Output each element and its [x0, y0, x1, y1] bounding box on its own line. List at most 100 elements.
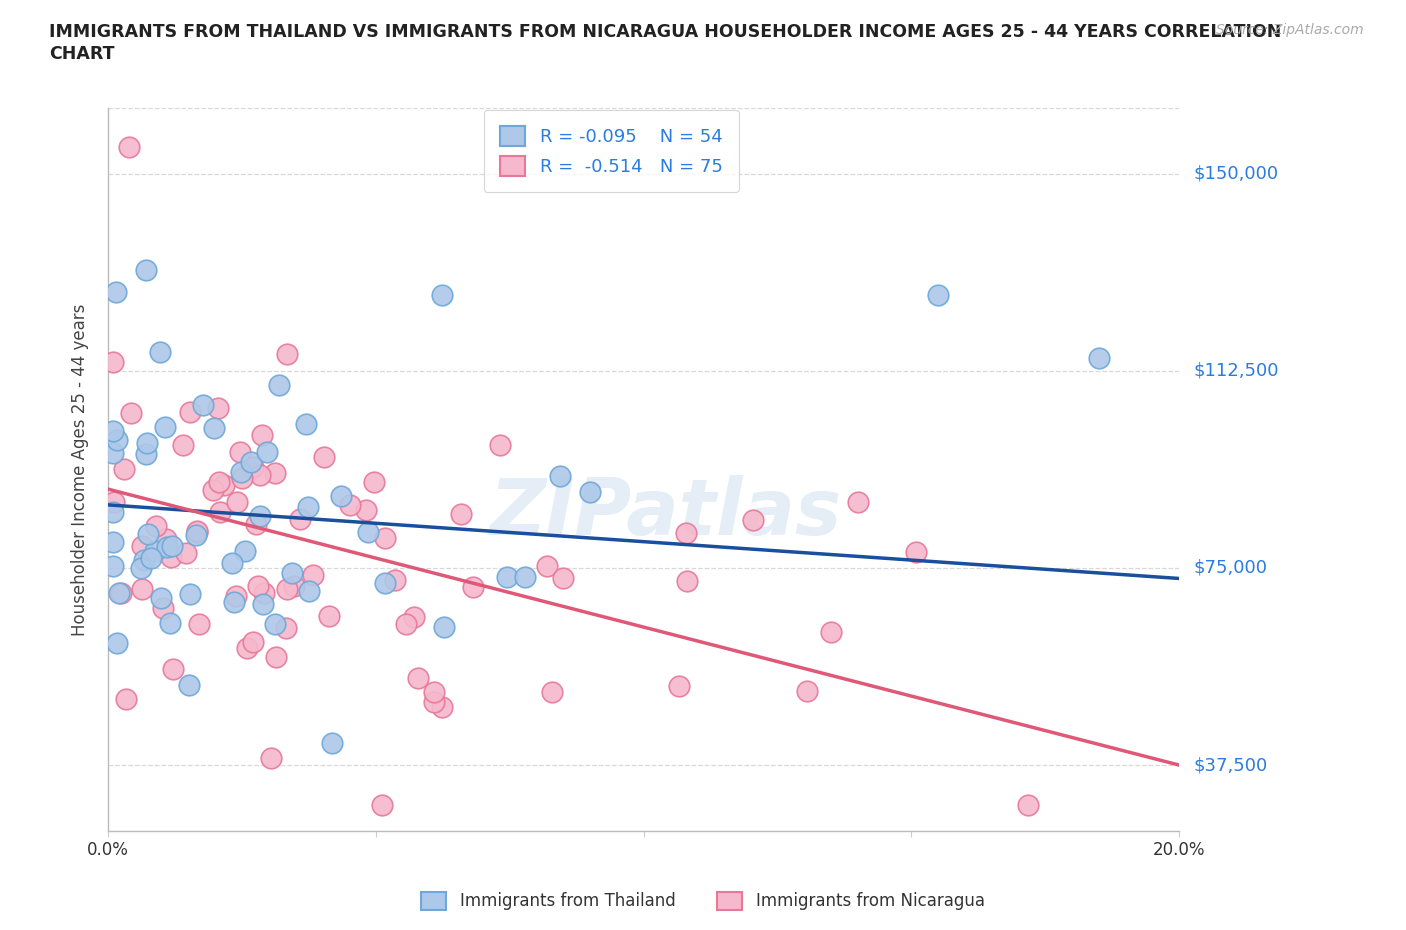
Point [187, 617, 209, 631]
Point [329, 488, 352, 503]
Point [249, 508, 271, 523]
Point [245, 516, 267, 531]
Point [302, 567, 325, 582]
Point [276, 581, 298, 596]
Point [551, 571, 574, 586]
Point [676, 574, 699, 589]
Text: IMMIGRANTS FROM THAILAND VS IMMIGRANTS FROM NICARAGUA HOUSEHOLDER INCOME AGES 25: IMMIGRANTS FROM THAILAND VS IMMIGRANTS F… [49, 23, 1282, 41]
Point [489, 438, 512, 453]
Text: $112,500: $112,500 [1194, 362, 1278, 379]
Point [186, 525, 208, 539]
Point [145, 543, 167, 558]
Point [548, 469, 571, 484]
Point [209, 505, 232, 520]
Point [103, 445, 125, 460]
Point [513, 569, 536, 584]
Point [229, 445, 252, 459]
Point [160, 550, 183, 565]
Point [235, 543, 257, 558]
Point [103, 354, 125, 369]
Point [236, 640, 259, 655]
Point [110, 586, 132, 601]
Point [1088, 351, 1111, 365]
Point [103, 424, 125, 439]
Point [131, 581, 153, 596]
Point [288, 512, 311, 526]
Point [103, 504, 125, 519]
Point [422, 695, 444, 710]
Text: $37,500: $37,500 [1194, 756, 1267, 774]
Point [297, 499, 319, 514]
Point [1017, 797, 1039, 812]
Point [184, 527, 207, 542]
Point [107, 586, 129, 601]
Point [395, 617, 418, 631]
Point [136, 435, 159, 450]
Point [129, 561, 152, 576]
Point [162, 662, 184, 677]
Point [107, 635, 129, 650]
Legend: R = -0.095    N = 54, R =  -0.514   N = 75: R = -0.095 N = 54, R = -0.514 N = 75 [484, 110, 740, 192]
Y-axis label: Householder Income Ages 25 - 44 years: Householder Income Ages 25 - 44 years [72, 303, 89, 635]
Point [432, 287, 454, 302]
Point [371, 797, 394, 812]
Point [226, 494, 249, 509]
Point [152, 601, 174, 616]
Point [131, 538, 153, 553]
Point [212, 478, 235, 493]
Point [160, 538, 183, 553]
Point [120, 405, 142, 420]
Point [904, 545, 927, 560]
Point [354, 502, 377, 517]
Point [276, 346, 298, 361]
Point [103, 535, 125, 550]
Text: ZIPatlas: ZIPatlas [489, 474, 841, 551]
Point [276, 620, 298, 635]
Point [149, 591, 172, 605]
Point [153, 419, 176, 434]
Point [221, 556, 243, 571]
Point [208, 474, 231, 489]
Point [264, 650, 287, 665]
Point [264, 465, 287, 480]
Point [135, 262, 157, 277]
Point [668, 679, 690, 694]
Point [105, 284, 128, 299]
Point [207, 401, 229, 416]
Point [225, 589, 247, 604]
Point [295, 417, 318, 432]
Point [281, 565, 304, 580]
Text: $150,000: $150,000 [1194, 165, 1278, 182]
Point [742, 512, 765, 527]
Point [796, 684, 818, 698]
Point [675, 525, 697, 540]
Point [314, 450, 336, 465]
Point [578, 485, 600, 499]
Point [404, 609, 426, 624]
Point [269, 378, 291, 392]
Point [193, 397, 215, 412]
Point [105, 432, 128, 447]
Point [433, 619, 456, 634]
Point [155, 532, 177, 547]
Point [252, 597, 274, 612]
Point [256, 445, 278, 460]
Point [179, 405, 201, 419]
Point [174, 546, 197, 561]
Point [115, 692, 138, 707]
Point [201, 483, 224, 498]
Point [541, 684, 564, 699]
Point [461, 579, 484, 594]
Point [536, 559, 558, 574]
Legend: Immigrants from Thailand, Immigrants from Nicaragua: Immigrants from Thailand, Immigrants fro… [415, 885, 991, 917]
Point [263, 617, 285, 631]
Point [250, 428, 273, 443]
Point [450, 507, 472, 522]
Point [253, 585, 276, 600]
Point [240, 455, 263, 470]
Point [177, 678, 200, 693]
Point [134, 552, 156, 567]
Point [374, 576, 396, 591]
Text: Source: ZipAtlas.com: Source: ZipAtlas.com [1216, 23, 1364, 37]
Point [141, 551, 163, 565]
